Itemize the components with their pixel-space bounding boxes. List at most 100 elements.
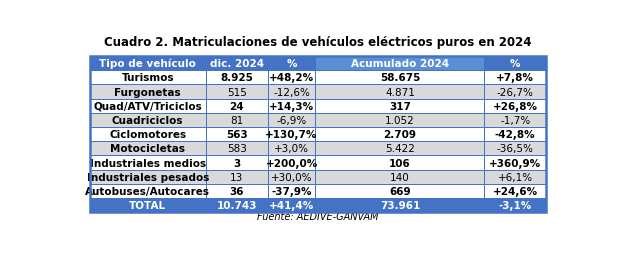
Text: 81: 81 xyxy=(230,116,244,125)
Bar xyxy=(316,184,484,198)
Bar xyxy=(268,198,316,212)
Bar xyxy=(268,184,316,198)
Bar xyxy=(206,142,268,156)
Text: +7,8%: +7,8% xyxy=(496,73,534,83)
Bar xyxy=(89,128,206,142)
Bar xyxy=(89,71,206,85)
Text: -3,1%: -3,1% xyxy=(498,200,532,210)
Bar xyxy=(484,114,546,128)
Bar xyxy=(484,85,546,99)
Text: +3,0%: +3,0% xyxy=(274,144,309,154)
Text: Turismos: Turismos xyxy=(122,73,174,83)
Bar xyxy=(206,156,268,170)
Bar xyxy=(268,142,316,156)
Bar xyxy=(268,71,316,85)
Bar xyxy=(268,170,316,184)
Text: +130,7%: +130,7% xyxy=(265,130,317,140)
Bar xyxy=(316,71,484,85)
Bar xyxy=(89,57,546,212)
Bar xyxy=(89,99,206,114)
Bar xyxy=(484,99,546,114)
Bar xyxy=(89,114,206,128)
Text: 24: 24 xyxy=(229,101,244,111)
Bar xyxy=(316,198,484,212)
Bar xyxy=(484,128,546,142)
Text: 58.675: 58.675 xyxy=(379,73,420,83)
Bar xyxy=(484,57,546,71)
Text: -36,5%: -36,5% xyxy=(497,144,534,154)
Text: 4.871: 4.871 xyxy=(385,87,415,97)
Text: 140: 140 xyxy=(390,172,410,182)
Text: +200,0%: +200,0% xyxy=(265,158,317,168)
Bar xyxy=(316,57,484,71)
Text: -42,8%: -42,8% xyxy=(495,130,536,140)
Text: +48,2%: +48,2% xyxy=(269,73,314,83)
Bar xyxy=(484,198,546,212)
Bar xyxy=(268,114,316,128)
Text: Ciclomotores: Ciclomotores xyxy=(109,130,186,140)
Text: Autobuses/Autocares: Autobuses/Autocares xyxy=(85,186,210,196)
Bar xyxy=(206,85,268,99)
Text: +26,8%: +26,8% xyxy=(493,101,538,111)
Bar xyxy=(89,142,206,156)
Bar xyxy=(316,156,484,170)
Bar xyxy=(206,99,268,114)
Text: Acumulado 2024: Acumulado 2024 xyxy=(351,59,449,69)
Bar xyxy=(206,184,268,198)
Text: TOTAL: TOTAL xyxy=(129,200,166,210)
Text: Cuadriciclos: Cuadriciclos xyxy=(112,116,184,125)
Text: Motocicletas: Motocicletas xyxy=(110,144,185,154)
Bar xyxy=(206,114,268,128)
Text: Industriales medios: Industriales medios xyxy=(90,158,206,168)
Text: Industriales pesados: Industriales pesados xyxy=(87,172,209,182)
Bar xyxy=(484,170,546,184)
Text: -6,9%: -6,9% xyxy=(277,116,307,125)
Bar xyxy=(268,99,316,114)
Text: 13: 13 xyxy=(230,172,244,182)
Text: 583: 583 xyxy=(227,144,247,154)
Text: 3: 3 xyxy=(233,158,241,168)
Text: 2.709: 2.709 xyxy=(383,130,417,140)
Text: %: % xyxy=(286,59,297,69)
Bar xyxy=(89,170,206,184)
Bar xyxy=(206,170,268,184)
Text: 515: 515 xyxy=(227,87,247,97)
Text: +24,6%: +24,6% xyxy=(493,186,538,196)
Text: 73.961: 73.961 xyxy=(380,200,420,210)
Text: -1,7%: -1,7% xyxy=(500,116,530,125)
Text: 36: 36 xyxy=(229,186,244,196)
Text: -12,6%: -12,6% xyxy=(273,87,310,97)
Text: Cuadro 2. Matriculaciones de vehículos eléctricos puros en 2024: Cuadro 2. Matriculaciones de vehículos e… xyxy=(104,35,531,48)
Bar xyxy=(206,198,268,212)
Bar xyxy=(316,128,484,142)
Bar xyxy=(316,114,484,128)
Bar xyxy=(89,198,206,212)
Bar xyxy=(484,71,546,85)
Text: 5.422: 5.422 xyxy=(385,144,415,154)
Text: +360,9%: +360,9% xyxy=(489,158,541,168)
Text: Fuente: AEDIVE-GANVAM: Fuente: AEDIVE-GANVAM xyxy=(257,211,378,221)
Bar xyxy=(89,184,206,198)
Text: +41,4%: +41,4% xyxy=(269,200,314,210)
Text: 563: 563 xyxy=(226,130,247,140)
Text: 10.743: 10.743 xyxy=(216,200,257,210)
Text: -37,9%: -37,9% xyxy=(272,186,312,196)
Text: %: % xyxy=(510,59,520,69)
Bar xyxy=(206,128,268,142)
Bar xyxy=(206,71,268,85)
Text: 317: 317 xyxy=(389,101,411,111)
Text: Tipo de vehículo: Tipo de vehículo xyxy=(99,59,196,69)
Text: +14,3%: +14,3% xyxy=(269,101,314,111)
Text: 669: 669 xyxy=(389,186,410,196)
Bar xyxy=(316,85,484,99)
Bar xyxy=(89,156,206,170)
Bar xyxy=(316,142,484,156)
Bar xyxy=(268,128,316,142)
Bar xyxy=(316,170,484,184)
Bar xyxy=(268,85,316,99)
Bar xyxy=(89,57,206,71)
Bar xyxy=(484,184,546,198)
Text: +30,0%: +30,0% xyxy=(271,172,312,182)
Bar xyxy=(268,57,316,71)
Bar xyxy=(484,142,546,156)
